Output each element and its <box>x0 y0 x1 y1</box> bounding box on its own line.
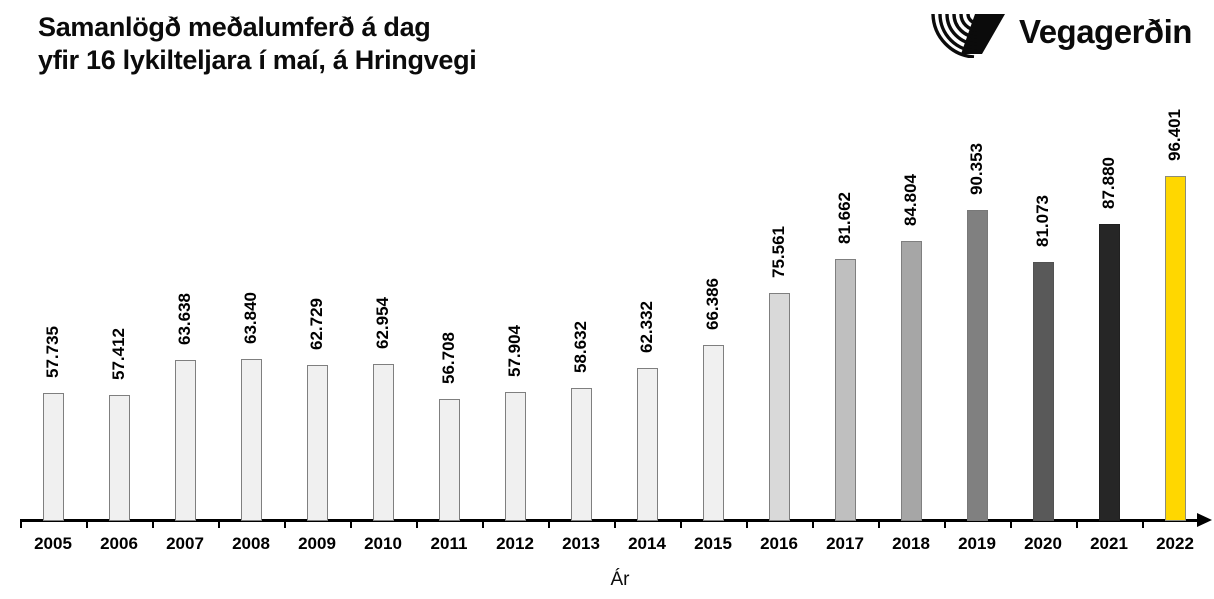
bar-value-label-2008: 63.840 <box>241 292 260 344</box>
bar-value-label-2021: 87.880 <box>1099 157 1118 209</box>
x-tick-label-2020: 2020 <box>1024 534 1062 553</box>
bar-2011 <box>438 399 460 521</box>
x-tick-label-2013: 2013 <box>562 534 600 553</box>
x-tick-label-2015: 2015 <box>694 534 732 553</box>
x-axis-tick <box>746 519 748 528</box>
bar-2012 <box>504 392 526 521</box>
bar-value-label-2005: 57.735 <box>43 326 62 378</box>
x-axis-arrow-icon <box>1197 513 1212 527</box>
x-tick-label-2011: 2011 <box>430 534 468 553</box>
bar-value-label-2007: 63.638 <box>175 293 194 345</box>
x-axis-tick <box>482 519 484 528</box>
bar-2010 <box>372 364 394 521</box>
bar-value-label-2010: 62.954 <box>373 297 392 349</box>
x-axis-tick <box>548 519 550 528</box>
x-tick-label-2008: 2008 <box>232 534 270 553</box>
bar-value-label-2012: 57.904 <box>505 325 524 377</box>
bar-2013 <box>570 388 592 521</box>
bar-value-label-2009: 62.729 <box>307 298 326 350</box>
bar-2018 <box>900 241 922 521</box>
bar-2016 <box>768 293 790 521</box>
bar-value-label-2017: 81.662 <box>835 192 854 244</box>
x-tick-label-2014: 2014 <box>628 534 666 553</box>
x-axis-tick <box>86 519 88 528</box>
x-axis-tick <box>284 519 286 528</box>
bar-2019 <box>966 210 988 521</box>
bar-2022 <box>1164 176 1186 521</box>
x-axis-tick <box>350 519 352 528</box>
bar-2014 <box>636 368 658 521</box>
chart-title-line1: Samanlögð meðalumferð á dag <box>38 12 431 42</box>
x-axis-tick <box>20 519 22 528</box>
bar-2005 <box>42 393 64 521</box>
x-tick-label-2010: 2010 <box>364 534 402 553</box>
bar-value-label-2014: 62.332 <box>637 301 656 353</box>
bar-2015 <box>702 345 724 521</box>
x-tick-label-2022: 2022 <box>1156 534 1194 553</box>
x-tick-label-2006: 2006 <box>100 534 138 553</box>
x-axis-tick <box>812 519 814 528</box>
chart-title-line2: yfir 16 lykilteljara í maí, á Hringvegi <box>38 45 477 75</box>
x-axis-tick <box>944 519 946 528</box>
vegagerdin-logo-text: Vegagerðin <box>1019 13 1192 50</box>
x-axis-title: Ár <box>610 569 630 590</box>
x-axis-tick <box>1142 519 1144 528</box>
bar-value-label-2013: 58.632 <box>571 321 590 373</box>
bar-2007 <box>174 360 196 521</box>
x-axis-tick <box>680 519 682 528</box>
bar-2008 <box>240 359 262 521</box>
x-axis-tick <box>1076 519 1078 528</box>
x-axis-line <box>20 519 1198 522</box>
vegagerdin-logo-icon <box>931 13 1005 58</box>
bar-2020 <box>1032 262 1054 521</box>
x-tick-label-2021: 2021 <box>1090 534 1128 553</box>
x-tick-label-2019: 2019 <box>958 534 996 553</box>
bar-value-label-2019: 90.353 <box>967 143 986 195</box>
x-tick-label-2007: 2007 <box>166 534 204 553</box>
x-axis-tick <box>218 519 220 528</box>
bar-value-label-2006: 57.412 <box>109 328 128 380</box>
vegagerdin-logo: Vegagerðin <box>930 6 1192 58</box>
bar-value-label-2011: 56.708 <box>439 332 458 384</box>
chart-title: Samanlögð meðalumferð á dag yfir 16 lyki… <box>38 11 477 77</box>
x-tick-label-2005: 2005 <box>34 534 72 553</box>
x-tick-label-2017: 2017 <box>826 534 864 553</box>
bar-value-label-2020: 81.073 <box>1033 195 1052 247</box>
bar-2009 <box>306 365 328 521</box>
bar-2021 <box>1098 224 1120 521</box>
bar-2017 <box>834 259 856 521</box>
bar-value-label-2022: 96.401 <box>1165 109 1184 161</box>
x-tick-label-2012: 2012 <box>496 534 534 553</box>
bar-2006 <box>108 395 130 521</box>
x-tick-label-2018: 2018 <box>892 534 930 553</box>
bar-value-label-2016: 75.561 <box>769 226 788 278</box>
bar-value-label-2015: 66.386 <box>703 278 722 330</box>
x-axis-tick <box>152 519 154 528</box>
bar-value-label-2018: 84.804 <box>901 174 920 226</box>
x-axis-tick <box>878 519 880 528</box>
x-axis-tick <box>1010 519 1012 528</box>
x-tick-label-2016: 2016 <box>760 534 798 553</box>
x-tick-label-2009: 2009 <box>298 534 336 553</box>
x-axis-tick <box>416 519 418 528</box>
x-axis-tick <box>614 519 616 528</box>
